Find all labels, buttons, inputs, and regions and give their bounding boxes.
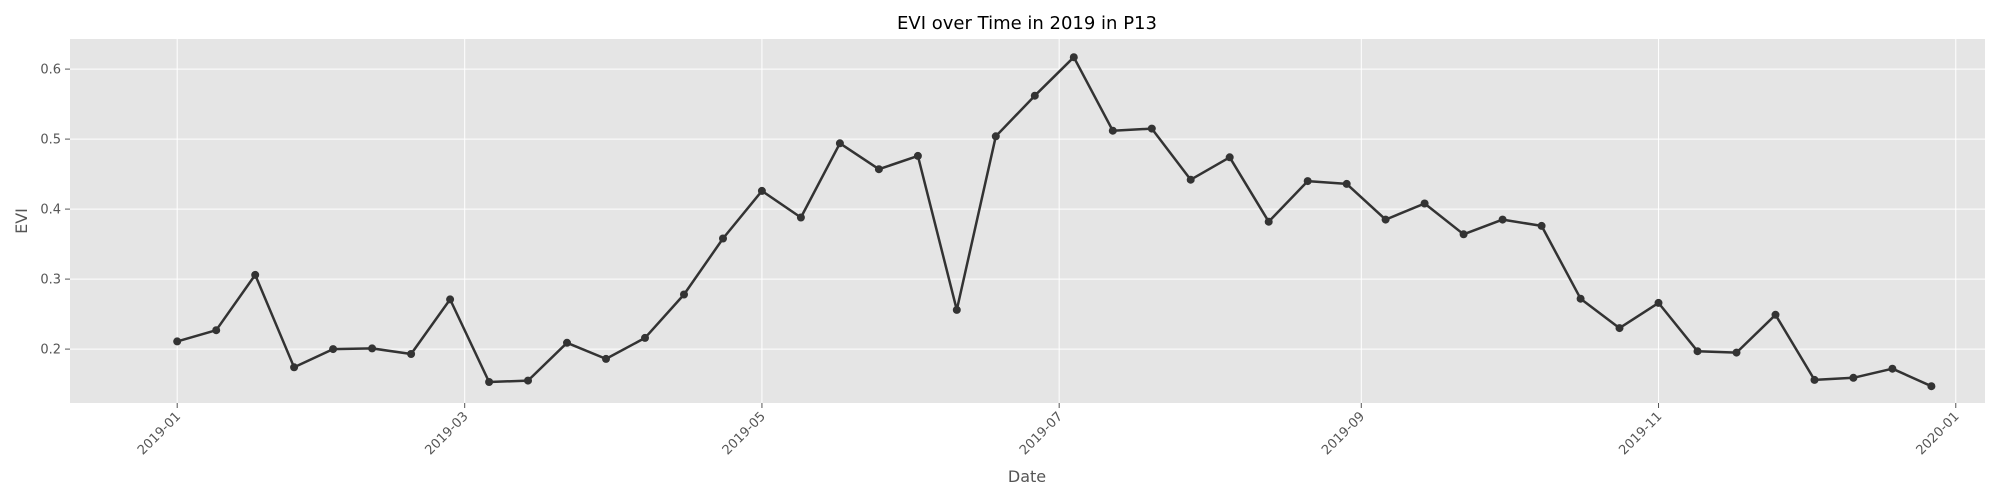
data-point (1342, 179, 1351, 188)
y-tick-label: 0.4 (40, 203, 61, 218)
data-point (1420, 199, 1429, 208)
data-point (173, 337, 182, 346)
data-point (913, 151, 922, 160)
data-point (1303, 177, 1312, 186)
data-point (1498, 215, 1507, 224)
y-axis-label: EVI (12, 208, 31, 234)
data-point (1576, 294, 1585, 303)
data-point (251, 270, 260, 279)
data-point (1459, 230, 1468, 239)
data-point (874, 165, 883, 174)
data-point (1030, 91, 1039, 100)
plot-area (70, 39, 1985, 403)
data-point (757, 186, 766, 195)
x-axis-label: Date (1008, 467, 1046, 486)
data-point (835, 139, 844, 148)
data-point (485, 378, 494, 386)
y-tick-label: 0.3 (40, 273, 61, 288)
chart-title: EVI over Time in 2019 in P13 (897, 13, 1157, 34)
y-axis-ticks: 0.2 0.3 0.4 0.5 0.6 (40, 63, 70, 358)
data-point (680, 290, 688, 299)
data-point (1537, 221, 1546, 230)
data-point (1810, 375, 1819, 384)
data-point (1888, 364, 1897, 373)
data-point (407, 350, 416, 358)
data-point (796, 213, 805, 222)
series-line (176, 55, 1932, 388)
data-point (1693, 347, 1702, 356)
data-point (991, 132, 1000, 141)
data-point (1771, 310, 1780, 319)
data-point (290, 363, 299, 372)
data-point (1732, 348, 1741, 357)
data-point (952, 305, 961, 314)
data-point (563, 338, 571, 347)
data-point (641, 333, 649, 342)
data-point (1147, 124, 1156, 133)
data-point (524, 376, 532, 385)
y-tick-label: 0.6 (40, 63, 61, 78)
series-layer (176, 55, 1932, 388)
data-point (212, 326, 221, 335)
data-points (173, 53, 1936, 391)
y-tick-label: 0.5 (40, 133, 61, 148)
data-point (329, 345, 338, 354)
data-point (1654, 298, 1663, 307)
data-point (1264, 217, 1273, 226)
data-point (1225, 153, 1234, 162)
grid-lines (70, 39, 1985, 403)
data-point (1069, 53, 1078, 62)
data-point (368, 344, 377, 353)
data-point (446, 295, 455, 304)
data-point (1186, 175, 1195, 184)
data-point (719, 234, 727, 243)
data-point (1381, 215, 1390, 224)
y-tick-label: 0.2 (40, 343, 61, 358)
data-point (1108, 126, 1117, 135)
data-point (1927, 382, 1936, 391)
data-point (1849, 373, 1858, 382)
data-point (1615, 324, 1624, 333)
data-point (602, 354, 610, 363)
